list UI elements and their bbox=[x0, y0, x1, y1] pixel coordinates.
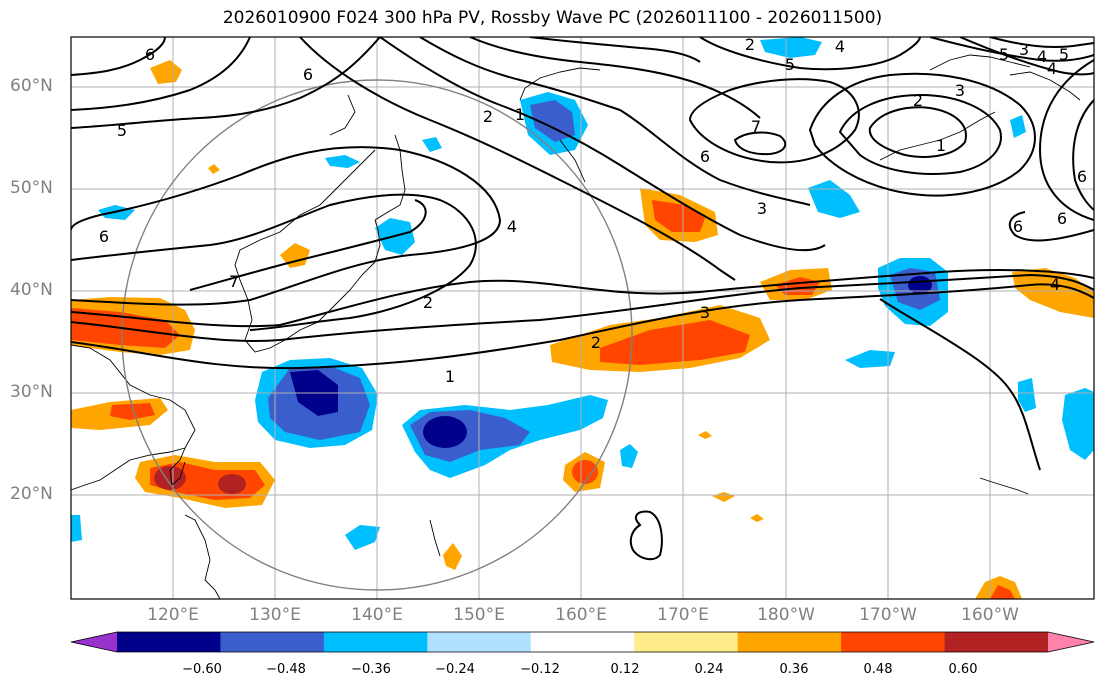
contour-label: 3 bbox=[955, 81, 965, 100]
chart-title: 2026010900 F024 300 hPa PV, Rossby Wave … bbox=[222, 8, 883, 28]
colorbar-segment bbox=[944, 632, 1049, 652]
contour-label: 5 bbox=[117, 121, 127, 140]
colorbar-under-triangle bbox=[71, 632, 117, 652]
colorbar-label: 0.48 bbox=[863, 662, 893, 677]
contour-label: 3 bbox=[1019, 40, 1029, 59]
contour-label: 6 bbox=[99, 227, 109, 246]
contour-label: 2 bbox=[591, 333, 601, 352]
contour-label: 2 bbox=[745, 35, 755, 54]
contour-label: 4 bbox=[1050, 275, 1060, 294]
colorbar-label: −0.60 bbox=[182, 662, 222, 677]
lon-label-180w: 180°W bbox=[757, 605, 815, 625]
contour-label: 6 bbox=[1013, 217, 1023, 236]
pv-contours bbox=[71, 37, 1094, 561]
shaded-anomalies bbox=[71, 37, 1094, 599]
contour-label: 6 bbox=[1077, 167, 1087, 186]
lon-label-140e: 140°E bbox=[351, 605, 403, 625]
contour-label: 7 bbox=[751, 117, 761, 136]
lon-label-120e: 120°E bbox=[147, 605, 199, 625]
contour-label: 6 bbox=[303, 65, 313, 84]
colorbar-label: 0.36 bbox=[779, 662, 809, 677]
colorbar-segment bbox=[841, 632, 946, 652]
colorbar-segment bbox=[117, 632, 221, 652]
contour-label: 4 bbox=[507, 217, 517, 236]
reference-circle bbox=[121, 79, 633, 591]
colorbar-over-triangle bbox=[1048, 632, 1094, 652]
lat-label-60n: 60°N bbox=[10, 76, 53, 96]
colorbar-label: 0.24 bbox=[694, 662, 724, 677]
contour-label: 4 bbox=[1047, 59, 1057, 78]
contour-label: 5 bbox=[785, 55, 795, 74]
colorbar-outline bbox=[70, 631, 1095, 653]
lon-label-170w: 170°W bbox=[859, 605, 917, 625]
lon-label-150e: 150°E bbox=[453, 605, 505, 625]
lat-label-20n: 20°N bbox=[10, 484, 53, 504]
contour-label: 5 bbox=[1059, 45, 1069, 64]
contour-label: 1 bbox=[936, 136, 946, 155]
colorbar bbox=[70, 631, 1095, 653]
lat-label-40n: 40°N bbox=[10, 280, 53, 300]
lon-label-170e: 170°E bbox=[657, 605, 709, 625]
contour-label: 4 bbox=[1037, 47, 1047, 66]
lon-label-160w: 160°W bbox=[961, 605, 1019, 625]
lon-label-160e: 160°E bbox=[555, 605, 607, 625]
contour-label: 7 bbox=[229, 272, 239, 291]
contour-label: 4 bbox=[835, 37, 845, 56]
colorbar-segment bbox=[220, 632, 325, 652]
map-frame bbox=[70, 36, 1095, 600]
colorbar-label: 0.60 bbox=[948, 662, 978, 677]
contour-label: 1 bbox=[515, 105, 525, 124]
colorbar-segment bbox=[634, 632, 739, 652]
colorbar-segment bbox=[737, 632, 842, 652]
colorbar-label: 0.12 bbox=[610, 662, 640, 677]
colorbar-label: −0.12 bbox=[520, 662, 560, 677]
colorbar-label: −0.24 bbox=[435, 662, 475, 677]
contour-label: 6 bbox=[145, 45, 155, 64]
lat-label-30n: 30°N bbox=[10, 382, 53, 402]
gridlines bbox=[71, 37, 1094, 599]
contour-label: 5 bbox=[999, 45, 1009, 64]
lon-label-130e: 130°E bbox=[249, 605, 301, 625]
contour-label: 6 bbox=[1057, 209, 1067, 228]
contour-label: 6 bbox=[700, 147, 710, 166]
colorbar-segment bbox=[427, 632, 532, 652]
contour-label: 2 bbox=[423, 293, 433, 312]
colorbar-label: −0.48 bbox=[266, 662, 306, 677]
lat-label-50n: 50°N bbox=[10, 178, 53, 198]
colorbar-label: −0.36 bbox=[351, 662, 391, 677]
colorbar-segment bbox=[323, 632, 428, 652]
contour-label: 2 bbox=[483, 107, 493, 126]
contour-label: 3 bbox=[757, 199, 767, 218]
colorbar-segment bbox=[530, 632, 635, 652]
contour-label: 1 bbox=[445, 367, 455, 386]
contour-label: 3 bbox=[700, 303, 710, 322]
contour-label: 2 bbox=[913, 91, 923, 110]
